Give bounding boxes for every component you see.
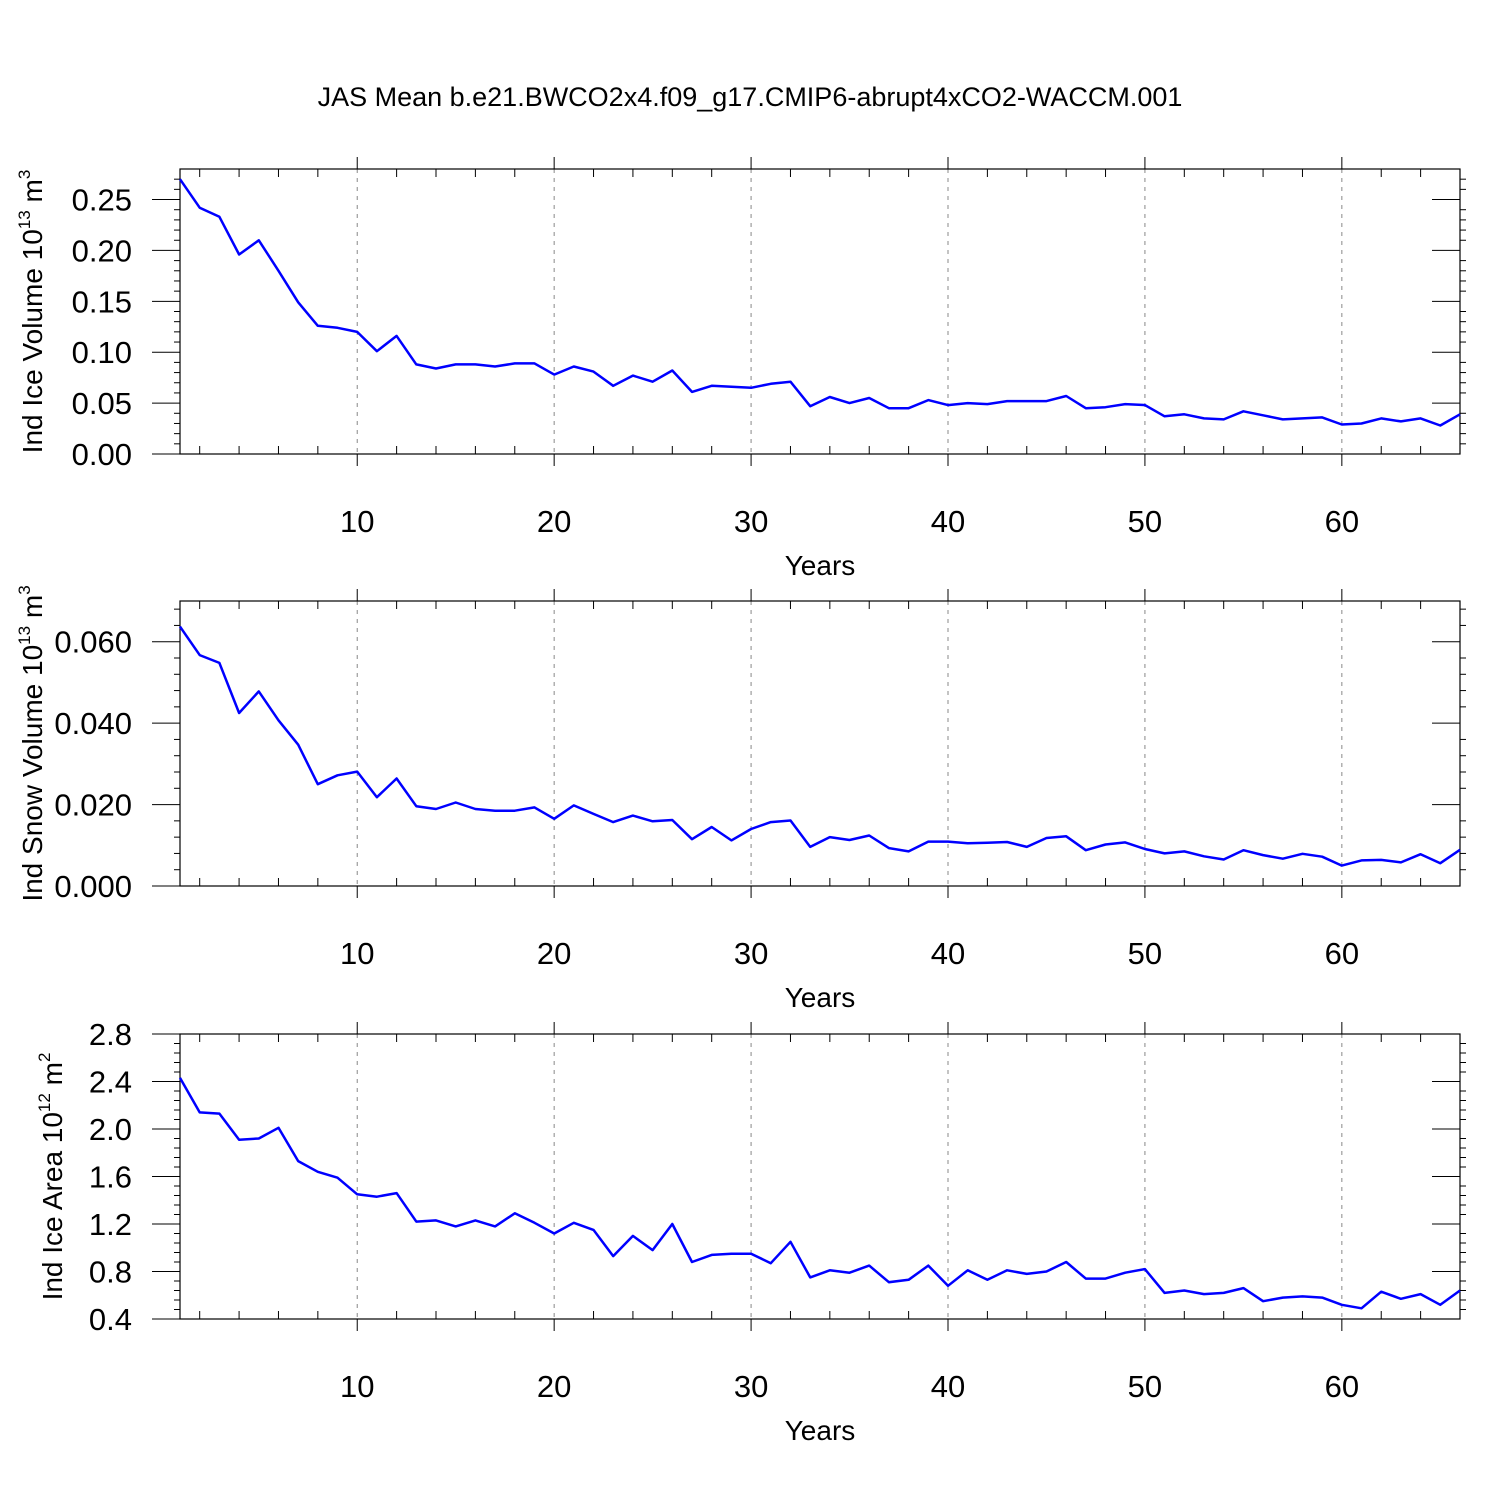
y-tick-label: 0.10 [72, 335, 132, 370]
y-axis-label-exponent: 13 [15, 626, 34, 645]
y-tick-label: 0.020 [54, 788, 132, 823]
x-tick-label: 50 [1128, 1369, 1162, 1404]
y-axis-label: Ind Snow Volume 1013 m3 [15, 585, 48, 901]
y-axis-label: Ind Ice Volume 1013 m3 [15, 170, 48, 454]
x-tick-label: 50 [1128, 936, 1162, 971]
y-axis-label-exponent: 13 [15, 210, 34, 229]
x-tick-label: 30 [734, 1369, 768, 1404]
panel-3: 10 20 30 40 50 60 0.4 0.8 1.2 1.6 2.0 2.4 2.8 Years In… [35, 1017, 1466, 1446]
y-axis-label-main: Ind Ice Area 10 [37, 1112, 68, 1300]
y-axis-label-exponent: 12 [35, 1093, 54, 1112]
y-axis-label-unit-exponent: 3 [15, 585, 34, 594]
plot-frame [179, 168, 1461, 455]
y-tick-label: 0.000 [54, 869, 132, 904]
x-tick-label: 40 [931, 504, 965, 539]
y-axis-label-unit: m [17, 179, 48, 210]
y-axis-label-main: Ind Snow Volume 10 [17, 645, 48, 902]
y-tick-label: 0.8 [89, 1255, 132, 1290]
x-axis-label: Years [785, 550, 856, 581]
y-tick-label: 1.6 [89, 1160, 132, 1195]
y-tick-label: 2.0 [89, 1112, 132, 1147]
figure-title: JAS Mean b.e21.BWCO2x4.f09_g17.CMIP6-abr… [318, 82, 1183, 112]
y-tick-label: 0.25 [72, 183, 132, 218]
x-tick-label: 10 [340, 1369, 374, 1404]
y-tick-label: 2.8 [89, 1017, 132, 1052]
x-tick-label: 40 [931, 1369, 965, 1404]
x-tick-label: 10 [340, 504, 374, 539]
panel-2: 10 20 30 40 50 60 0.000 0.020 0.040 0.060 Years Ind… [15, 585, 1466, 1013]
series-line [178, 625, 1461, 867]
x-tick-label: 30 [734, 504, 768, 539]
y-tick-label: 1.2 [89, 1207, 132, 1242]
panel-1: 10 20 30 40 50 60 0.00 0.05 0.10 0.15 0.20 0.25 Year… [15, 157, 1466, 581]
plot-frame [179, 600, 1461, 887]
series-line [178, 1077, 1461, 1310]
y-tick-label: 2.4 [89, 1065, 132, 1100]
x-axis-label: Years [785, 1415, 856, 1446]
x-tick-label: 60 [1325, 1369, 1359, 1404]
x-axis-label: Years [785, 982, 856, 1013]
panels: 10 20 30 40 50 60 0.00 0.05 0.10 0.15 0.20 0.25 Year… [15, 157, 1466, 1446]
y-axis-label: Ind Ice Area 1012 m2 [35, 1053, 68, 1301]
y-tick-label: 0.00 [72, 437, 132, 472]
y-axis-label-unit: m [37, 1062, 68, 1093]
y-tick-label: 0.20 [72, 233, 132, 268]
x-tick-label: 10 [340, 936, 374, 971]
x-tick-label: 30 [734, 936, 768, 971]
y-axis-label-unit: m [17, 595, 48, 626]
y-axis-label-unit-exponent: 2 [35, 1053, 54, 1062]
plot-frame [179, 1033, 1461, 1320]
y-tick-label: 0.4 [89, 1302, 132, 1337]
series-line [178, 178, 1461, 427]
x-tick-label: 20 [537, 504, 571, 539]
x-tick-label: 40 [931, 936, 965, 971]
y-tick-label: 0.060 [54, 625, 132, 660]
y-axis-label-unit-exponent: 3 [15, 170, 34, 179]
x-tick-label: 50 [1128, 504, 1162, 539]
x-tick-label: 20 [537, 936, 571, 971]
x-tick-label: 60 [1325, 936, 1359, 971]
x-tick-label: 20 [537, 1369, 571, 1404]
y-axis-label-main: Ind Ice Volume 10 [17, 229, 48, 453]
y-tick-label: 0.15 [72, 284, 132, 319]
y-tick-label: 0.05 [72, 386, 132, 421]
y-tick-label: 0.040 [54, 706, 132, 741]
x-tick-label: 60 [1325, 504, 1359, 539]
